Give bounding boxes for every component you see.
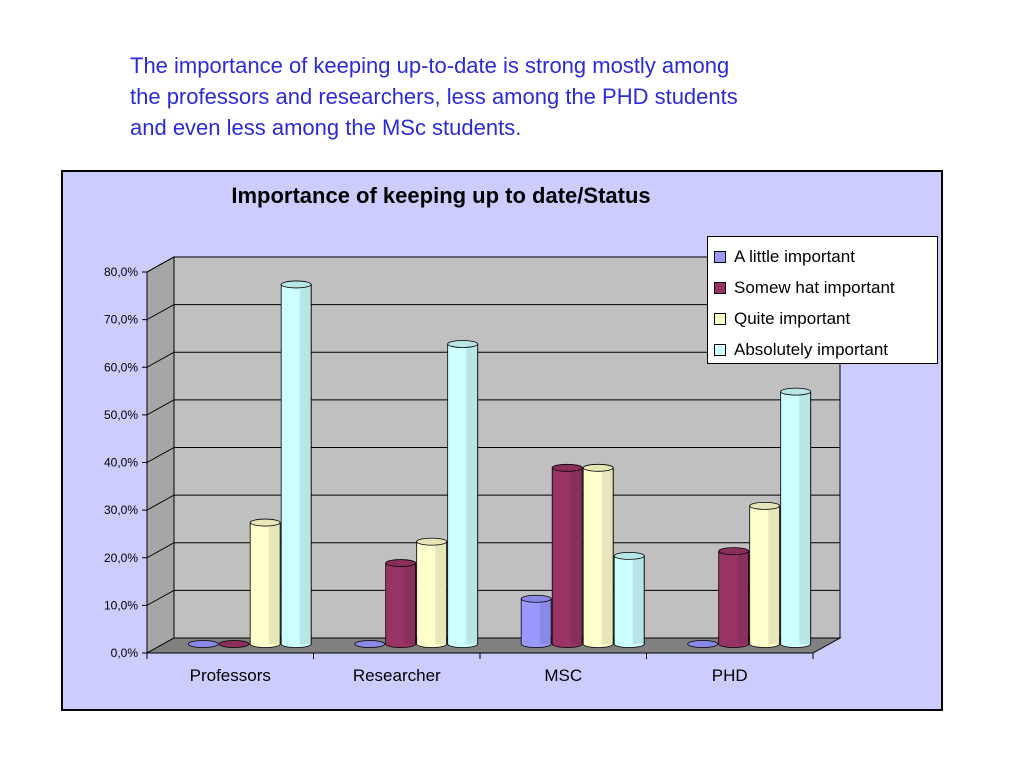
x-category-label: PHD bbox=[712, 666, 748, 685]
caption: The importance of keeping up-to-date is … bbox=[130, 50, 870, 143]
x-category-label: Professors bbox=[190, 666, 271, 685]
gridline bbox=[146, 399, 840, 416]
legend-swatch bbox=[714, 343, 726, 356]
legend-item: Absolutely important bbox=[714, 334, 937, 365]
bar bbox=[582, 463, 614, 648]
y-tick-label: 50,0% bbox=[104, 408, 138, 422]
y-tick-label: 60,0% bbox=[104, 360, 138, 374]
y-tick-label: 10,0% bbox=[104, 598, 138, 612]
y-tick-label: 20,0% bbox=[104, 551, 138, 565]
legend-label: Quite important bbox=[734, 308, 851, 328]
gridline bbox=[146, 494, 840, 511]
bar bbox=[520, 594, 552, 648]
bar bbox=[249, 518, 281, 648]
gridline bbox=[146, 256, 840, 273]
bar bbox=[780, 387, 812, 648]
bar bbox=[687, 640, 719, 648]
bar bbox=[416, 537, 448, 648]
y-tick-label: 40,0% bbox=[104, 456, 138, 470]
caption-line-2: the professors and researchers, less amo… bbox=[130, 84, 738, 109]
x-category-label: Researcher bbox=[353, 666, 441, 685]
y-tick-label: 70,0% bbox=[104, 313, 138, 327]
caption-line-1: The importance of keeping up-to-date is … bbox=[130, 53, 730, 78]
legend-swatch bbox=[714, 250, 726, 263]
legend-item: A little important bbox=[714, 241, 937, 272]
caption-line-3: and even less among the MSc students. bbox=[130, 115, 522, 140]
bar bbox=[749, 501, 781, 648]
x-category-label: MSC bbox=[544, 666, 582, 685]
bar bbox=[280, 280, 312, 648]
bar bbox=[613, 551, 645, 648]
bar bbox=[187, 640, 219, 648]
bar bbox=[718, 547, 750, 648]
gridline bbox=[146, 304, 840, 321]
legend-label: A little important bbox=[734, 246, 855, 266]
gridline bbox=[146, 542, 840, 559]
legend-label: Absolutely important bbox=[734, 339, 889, 359]
gridline bbox=[146, 351, 840, 368]
bar bbox=[354, 640, 386, 648]
legend-swatch bbox=[714, 281, 726, 294]
bar bbox=[447, 340, 479, 648]
legend-label: Somew hat important bbox=[734, 277, 895, 297]
y-tick-label: 0,0% bbox=[111, 646, 139, 660]
y-tick-label: 30,0% bbox=[104, 503, 138, 517]
chart-legend: A little important Somew hat important Qui… bbox=[707, 236, 938, 364]
legend-swatch bbox=[714, 312, 726, 325]
y-tick-label: 80,0% bbox=[104, 265, 138, 279]
bar bbox=[385, 559, 417, 648]
bar bbox=[218, 640, 250, 648]
legend-item: Quite important bbox=[714, 303, 937, 334]
legend-item: Somew hat important bbox=[714, 272, 937, 303]
bar bbox=[551, 463, 583, 648]
gridline bbox=[146, 447, 840, 463]
chart-title: Importance of keeping up to date/Status bbox=[231, 183, 651, 208]
